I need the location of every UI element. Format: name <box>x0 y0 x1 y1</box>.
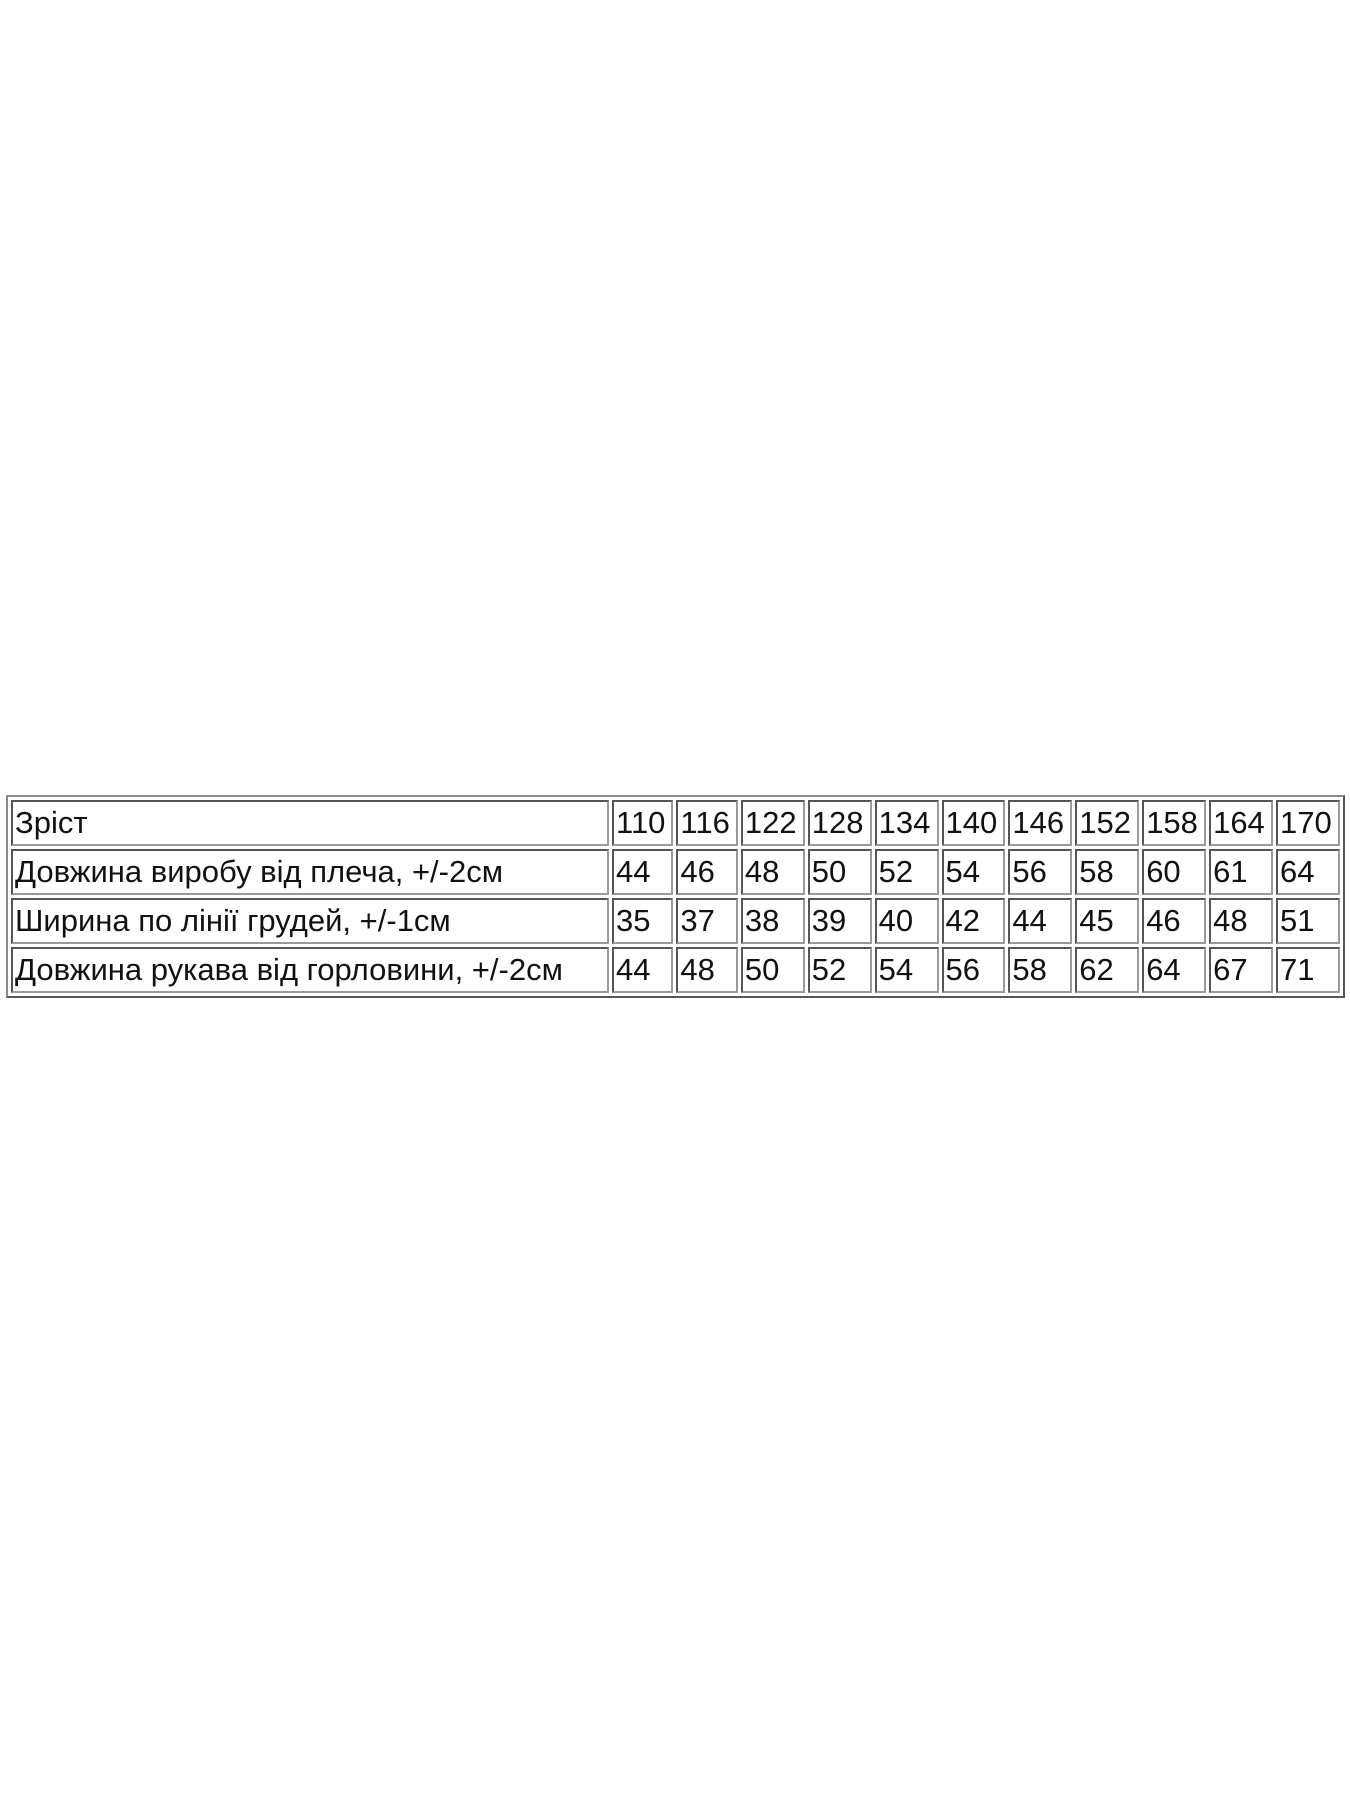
table-row: Довжина рукава від горловини, +/-2см 44 48… <box>11 947 1340 993</box>
size-header-cell: 140 <box>941 800 1006 846</box>
row-label: Довжина рукава від горловини, +/-2см <box>11 947 609 993</box>
table-cell: 48 <box>740 849 805 895</box>
table-cell: 46 <box>1142 898 1207 944</box>
table-cell: 45 <box>1075 898 1140 944</box>
table-cell: 48 <box>1209 898 1273 944</box>
size-header-cell: 158 <box>1142 800 1207 846</box>
table-cell: 54 <box>874 947 939 993</box>
table-cell: 46 <box>676 849 738 895</box>
size-header-cell: 110 <box>612 800 674 846</box>
table-cell: 42 <box>941 898 1006 944</box>
table-cell: 51 <box>1275 898 1340 944</box>
table-cell: 38 <box>740 898 805 944</box>
table-cell: 58 <box>1075 849 1140 895</box>
table-cell: 52 <box>807 947 872 993</box>
table-cell: 44 <box>1008 898 1073 944</box>
header-row: Зріст 110 116 122 128 134 140 146 152 158 164 170 <box>11 800 1340 846</box>
table-row: Довжина виробу від плеча, +/-2см 44 46 48 50… <box>11 849 1340 895</box>
table-cell: 48 <box>676 947 738 993</box>
table-cell: 56 <box>1008 849 1073 895</box>
table-cell: 50 <box>807 849 872 895</box>
size-header-cell: 128 <box>807 800 872 846</box>
row-label: Зріст <box>11 800 609 846</box>
row-label: Ширина по лінії грудей, +/-1см <box>11 898 609 944</box>
size-header-cell: 164 <box>1209 800 1273 846</box>
size-header-cell: 146 <box>1008 800 1073 846</box>
table-cell: 50 <box>740 947 805 993</box>
table-cell: 62 <box>1075 947 1140 993</box>
table-cell: 39 <box>807 898 872 944</box>
table-cell: 44 <box>612 849 674 895</box>
table-row: Ширина по лінії грудей, +/-1см 35 37 38 39 40… <box>11 898 1340 944</box>
table-cell: 58 <box>1008 947 1073 993</box>
table-cell: 64 <box>1275 849 1340 895</box>
table-cell: 64 <box>1142 947 1207 993</box>
size-header-cell: 134 <box>874 800 939 846</box>
size-header-cell: 170 <box>1275 800 1340 846</box>
size-chart-table: Зріст 110 116 122 128 134 140 146 152 158 164 170 До… <box>6 795 1345 998</box>
size-header-cell: 122 <box>740 800 805 846</box>
table-cell: 67 <box>1209 947 1273 993</box>
table-cell: 71 <box>1275 947 1340 993</box>
row-label: Довжина виробу від плеча, +/-2см <box>11 849 609 895</box>
table-cell: 52 <box>874 849 939 895</box>
table-cell: 56 <box>941 947 1006 993</box>
table-cell: 54 <box>941 849 1006 895</box>
table-cell: 40 <box>874 898 939 944</box>
size-header-cell: 152 <box>1075 800 1140 846</box>
table-cell: 60 <box>1142 849 1207 895</box>
size-header-cell: 116 <box>676 800 738 846</box>
table-cell: 37 <box>676 898 738 944</box>
table-cell: 61 <box>1209 849 1273 895</box>
table-cell: 35 <box>612 898 674 944</box>
table-cell: 44 <box>612 947 674 993</box>
